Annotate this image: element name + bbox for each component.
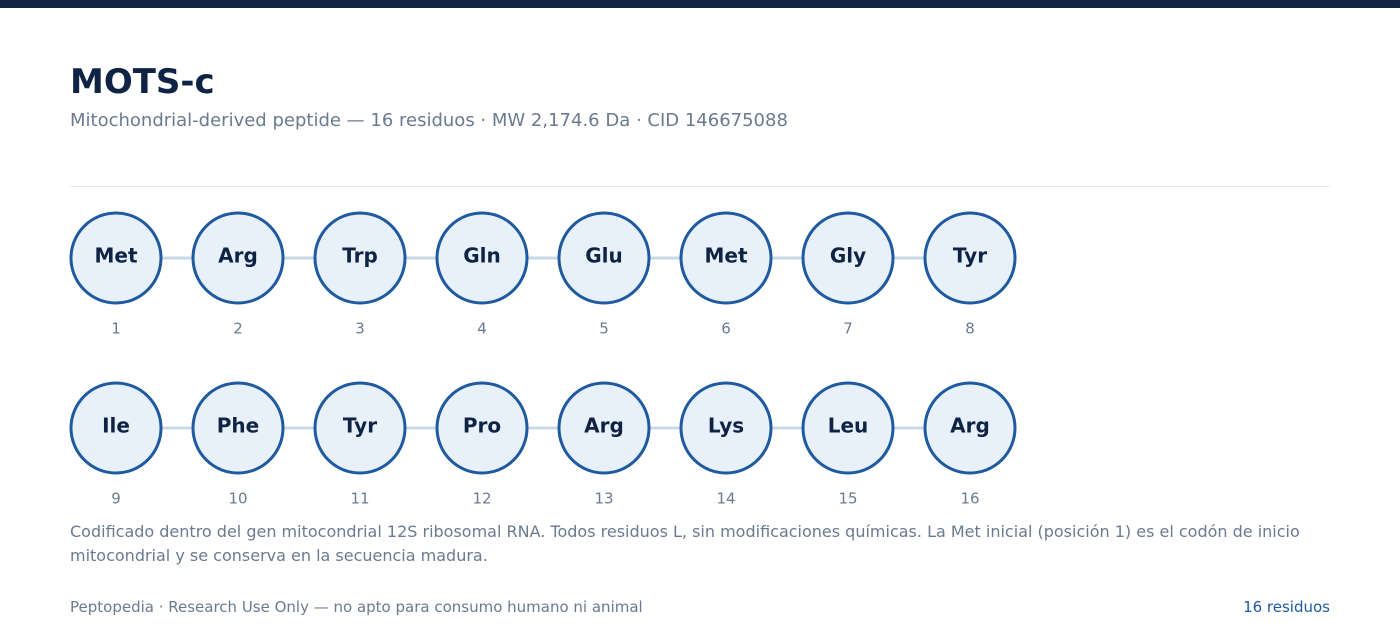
- residue-node: [435, 381, 529, 475]
- title: MOTS-c: [70, 62, 215, 102]
- residue-position: 13: [594, 490, 613, 508]
- residue-name: Tyr: [953, 244, 987, 268]
- residue-name: Gln: [463, 244, 501, 268]
- residue-node: [313, 381, 407, 475]
- residue-name: Leu: [828, 414, 869, 438]
- residue-position: 15: [838, 490, 857, 508]
- residue-position: 7: [843, 320, 853, 338]
- residue-node: [69, 211, 163, 305]
- residue-position: 1: [111, 320, 121, 338]
- residue-position: 12: [472, 490, 491, 508]
- residue-node: [923, 381, 1017, 475]
- residue-node: [923, 211, 1017, 305]
- residue-position: 2: [233, 320, 243, 338]
- residue-node: [191, 211, 285, 305]
- residue-name: Met: [704, 244, 747, 268]
- residue-node: [191, 381, 285, 475]
- residue-node: [435, 211, 529, 305]
- residue-name: Arg: [584, 414, 624, 438]
- footer-right: 16 residuos: [1243, 598, 1330, 616]
- residue-position: 6: [721, 320, 731, 338]
- residue-node: [801, 381, 895, 475]
- residue-name: Arg: [218, 244, 258, 268]
- residue-node: [313, 211, 407, 305]
- residue-node: [557, 381, 651, 475]
- subtitle: Mitochondrial-derived peptide — 16 resid…: [70, 110, 788, 131]
- residue-node: [69, 381, 163, 475]
- residue-name: Lys: [708, 414, 744, 438]
- residue-position: 10: [228, 490, 247, 508]
- residue-name: Pro: [463, 414, 501, 438]
- residue-node: [679, 381, 773, 475]
- residue-position: 16: [960, 490, 979, 508]
- residue-position: 14: [716, 490, 735, 508]
- residue-position: 5: [599, 320, 609, 338]
- residue-name: Ile: [102, 414, 130, 438]
- residue-name: Met: [94, 244, 137, 268]
- residue-position: 9: [111, 490, 121, 508]
- residue-position: 3: [355, 320, 365, 338]
- residue-node: [801, 211, 895, 305]
- residue-node: [557, 211, 651, 305]
- residue-node: [679, 211, 773, 305]
- residue-name: Trp: [342, 244, 378, 268]
- residue-name: Gly: [830, 244, 866, 268]
- top-bar: [0, 0, 1400, 8]
- residue-name: Phe: [217, 414, 259, 438]
- note: Codificado dentro del gen mitocondrial 1…: [70, 522, 1300, 565]
- residue-name: Glu: [585, 244, 623, 268]
- divider: [70, 186, 1330, 187]
- residue-name: Tyr: [343, 414, 377, 438]
- residue-position: 11: [350, 490, 369, 508]
- residue-position: 8: [965, 320, 975, 338]
- residue-position: 4: [477, 320, 487, 338]
- footer-left: Peptopedia · Research Use Only — no apto…: [70, 598, 643, 616]
- residue-name: Arg: [950, 414, 990, 438]
